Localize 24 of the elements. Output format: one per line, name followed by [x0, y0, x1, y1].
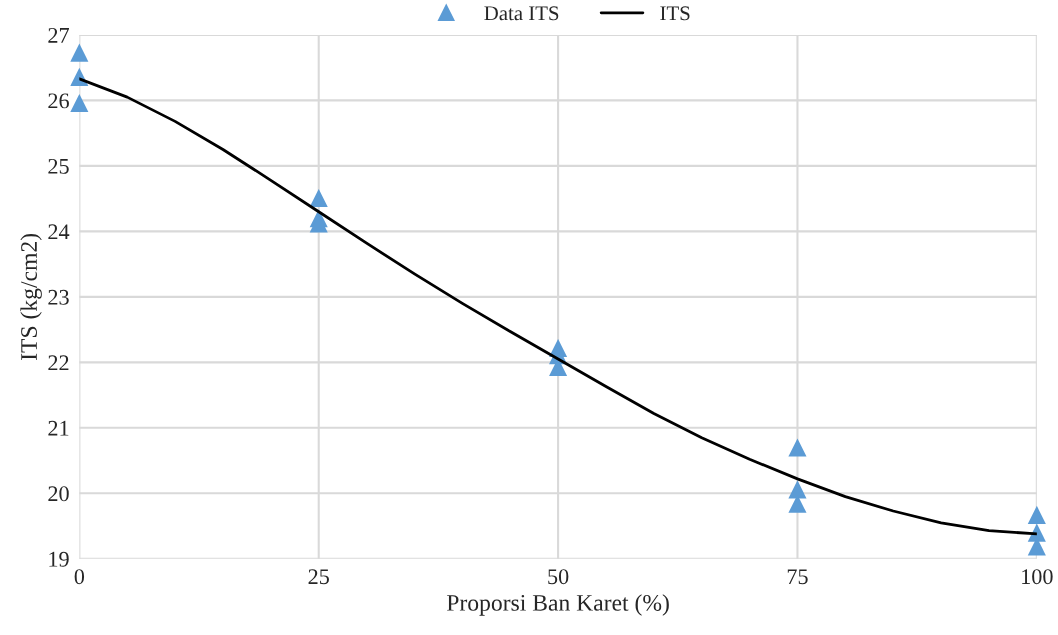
- x-tick-label: 100: [1022, 569, 1053, 585]
- x-tick-label: 25: [308, 569, 329, 585]
- x-tick-label: 0: [74, 569, 85, 585]
- y-tick-label: 23: [48, 289, 69, 305]
- point: [70, 43, 89, 62]
- point: [788, 480, 807, 499]
- legend-label: Data ITS: [484, 6, 559, 21]
- x-tick-label: 50: [548, 569, 569, 585]
- y-tick-label: 19: [49, 551, 69, 567]
- legend-label: ITS: [660, 6, 690, 21]
- y-tick-label: 25: [48, 158, 69, 174]
- y-tick-label: 22: [48, 355, 69, 371]
- y-tick-label: 27: [48, 27, 69, 43]
- x-tick-label: 75: [787, 569, 808, 585]
- point: [70, 93, 89, 113]
- y-tick-label: 24: [48, 224, 70, 240]
- y-tick-label: 21: [48, 420, 69, 436]
- point: [788, 438, 807, 457]
- y-tick-label: 26: [48, 93, 69, 109]
- point: [309, 188, 328, 208]
- y-axis-title: ITS (kg/cm2): [20, 233, 42, 360]
- y-tick-label: 20: [48, 486, 69, 502]
- x-axis-title: Proporsi Ban Karet (%): [446, 594, 669, 616]
- point: [1027, 505, 1046, 524]
